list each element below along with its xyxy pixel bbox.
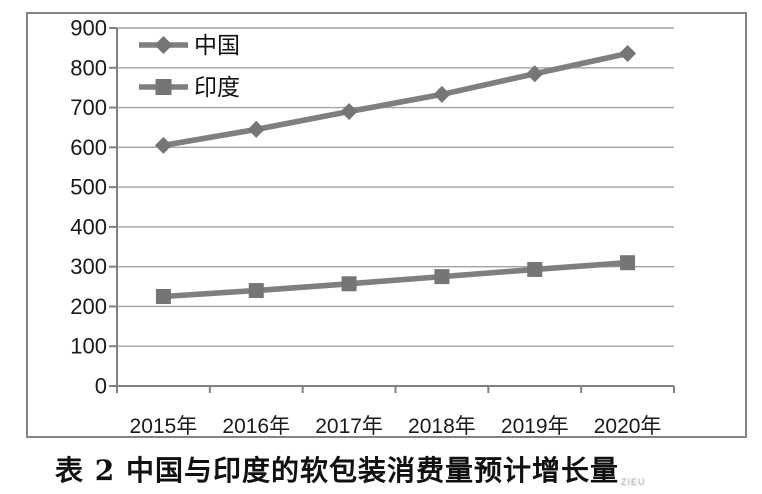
svg-text:2019年: 2019年 [501,415,569,438]
svg-text:200: 200 [70,294,107,319]
svg-text:2018年: 2018年 [408,415,476,438]
series-0-line [162,50,629,149]
watermark-text: ZIEU [621,477,646,487]
svg-text:700: 700 [70,95,107,120]
svg-text:900: 900 [70,16,107,41]
y-gridlines [117,27,674,347]
axis-ticks [109,27,675,393]
svg-text:300: 300 [70,254,107,279]
legend-item-1: 印度 [139,74,240,100]
svg-text:2017年: 2017年 [315,415,383,438]
svg-text:2015年: 2015年 [130,415,198,438]
series-1-markers [155,255,636,304]
legend-item-0: 中国 [139,32,240,58]
svg-text:印度: 印度 [194,74,240,100]
frame-border [26,12,747,438]
svg-text:400: 400 [70,214,107,239]
svg-text:2016年: 2016年 [222,415,290,438]
svg-text:0: 0 [95,374,107,399]
series-1-line [163,259,628,300]
svg-text:100: 100 [70,334,107,359]
y-tick-labels: 0 100 200 300 400 500 600 700 800 900 [70,16,107,399]
svg-text:800: 800 [70,55,107,80]
x-tick-labels: 2015年 2016年 2017年 2018年 2019年 2020年 [130,415,662,438]
chart-caption: 表 2 中国与印度的软包装消费量预计增长量 [55,454,619,487]
svg-text:2020年: 2020年 [594,415,662,438]
svg-text:600: 600 [70,135,107,160]
svg-text:500: 500 [70,175,107,200]
series-0-markers [154,44,637,154]
svg-text:中国: 中国 [194,32,240,58]
